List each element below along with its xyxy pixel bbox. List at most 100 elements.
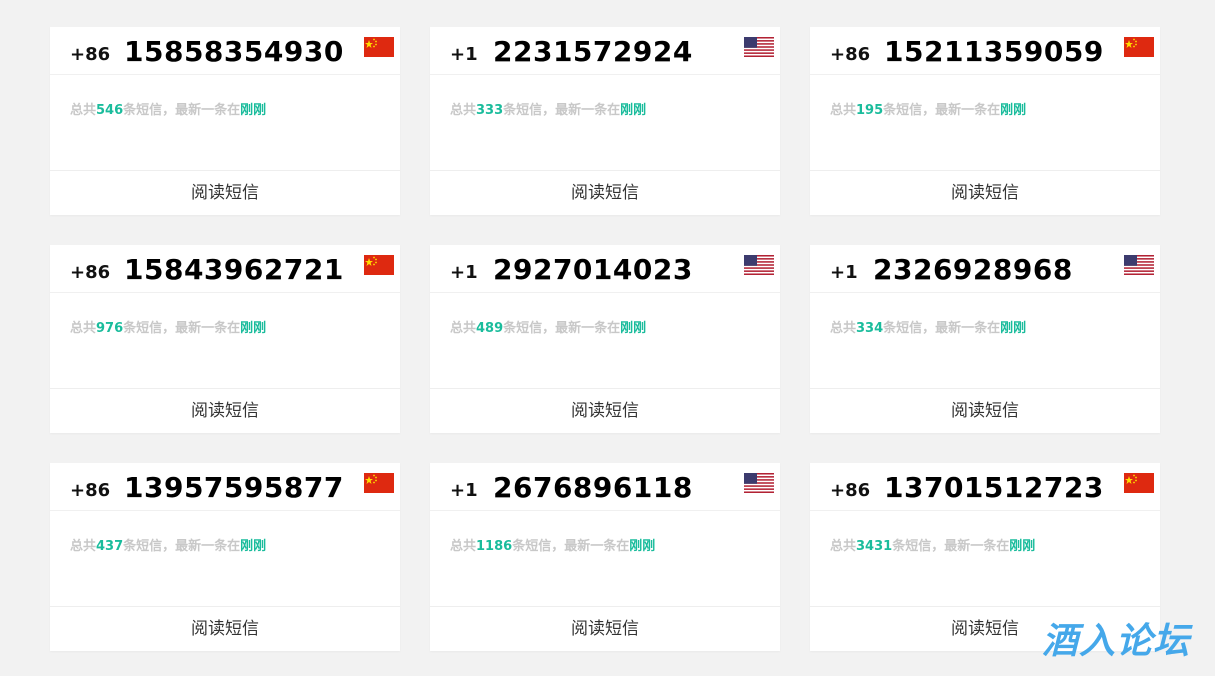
summary-prefix: 总共: [450, 539, 477, 554]
country-code: +1: [450, 44, 478, 65]
card-body: 总共3431条短信，最新一条在刚刚: [810, 511, 1160, 606]
card-header: +86 15843962721: [50, 245, 400, 293]
phone-card: +86 15843962721 总共976条短信，最新一条在刚刚 阅读短信: [50, 245, 400, 433]
summary-prefix: 总共: [830, 539, 857, 554]
latest-time: 刚刚: [240, 321, 267, 336]
card-header: +1 2326928968: [810, 245, 1160, 293]
card-body: 总共195条短信，最新一条在刚刚: [810, 75, 1160, 170]
china-flag-icon: [1124, 37, 1154, 57]
message-count: 976: [96, 321, 124, 336]
message-summary: 总共195条短信，最新一条在刚刚: [830, 99, 1026, 118]
card-header: +86 13701512723: [810, 463, 1160, 511]
phone-number[interactable]: 15843962721: [124, 253, 344, 286]
read-sms-button[interactable]: 阅读短信: [50, 170, 400, 215]
china-flag-icon: [1124, 473, 1154, 493]
phone-number[interactable]: 15858354930: [124, 35, 344, 68]
summary-middle: 条短信，最新一条在: [512, 539, 630, 554]
summary-prefix: 总共: [450, 103, 477, 118]
read-sms-button[interactable]: 阅读短信: [810, 606, 1160, 651]
message-summary: 总共976条短信，最新一条在刚刚: [70, 317, 266, 336]
message-summary: 总共437条短信，最新一条在刚刚: [70, 535, 266, 554]
country-code: +1: [450, 480, 478, 501]
read-sms-button[interactable]: 阅读短信: [50, 388, 400, 433]
country-code: +86: [70, 262, 111, 283]
message-summary: 总共3431条短信，最新一条在刚刚: [830, 535, 1035, 554]
phone-number[interactable]: 2231572924: [493, 35, 693, 68]
country-code: +86: [830, 480, 871, 501]
usa-flag-icon: [1124, 255, 1154, 275]
phone-card: +86 13701512723 总共3431条短信，最新一条在刚刚 阅读短信: [810, 463, 1160, 651]
usa-flag-icon: [744, 255, 774, 275]
watermark-logo: 酒入论坛: [1042, 621, 1191, 662]
message-count: 195: [856, 103, 884, 118]
read-sms-button[interactable]: 阅读短信: [430, 170, 780, 215]
latest-time: 刚刚: [1000, 321, 1027, 336]
read-sms-button[interactable]: 阅读短信: [810, 388, 1160, 433]
latest-time: 刚刚: [620, 103, 647, 118]
read-sms-button[interactable]: 阅读短信: [430, 388, 780, 433]
phone-card: +86 15211359059 总共195条短信，最新一条在刚刚 阅读短信: [810, 27, 1160, 215]
phone-number-grid: +86 15858354930 总共546条短信，最新一条在刚刚 阅读短信 +1…: [50, 27, 1160, 651]
phone-card: +1 2927014023 总共489条短信，最新一条在刚刚 阅读短信: [430, 245, 780, 433]
read-sms-button[interactable]: 阅读短信: [50, 606, 400, 651]
summary-prefix: 总共: [830, 103, 857, 118]
summary-middle: 条短信，最新一条在: [123, 103, 241, 118]
card-header: +86 15858354930: [50, 27, 400, 75]
read-sms-button[interactable]: 阅读短信: [810, 170, 1160, 215]
summary-middle: 条短信，最新一条在: [892, 539, 1010, 554]
message-count: 1186: [476, 539, 513, 554]
read-sms-button[interactable]: 阅读短信: [430, 606, 780, 651]
summary-middle: 条短信，最新一条在: [503, 103, 621, 118]
phone-number[interactable]: 2676896118: [493, 471, 693, 504]
message-summary: 总共334条短信，最新一条在刚刚: [830, 317, 1026, 336]
china-flag-icon: [364, 37, 394, 57]
latest-time: 刚刚: [620, 321, 647, 336]
phone-number[interactable]: 2927014023: [493, 253, 693, 286]
latest-time: 刚刚: [240, 103, 267, 118]
usa-flag-icon: [744, 37, 774, 57]
country-code: +1: [450, 262, 478, 283]
country-code: +86: [70, 480, 111, 501]
china-flag-icon: [364, 255, 394, 275]
phone-card: +86 15858354930 总共546条短信，最新一条在刚刚 阅读短信: [50, 27, 400, 215]
summary-prefix: 总共: [70, 321, 97, 336]
message-count: 3431: [856, 539, 893, 554]
country-code: +1: [830, 262, 858, 283]
card-body: 总共334条短信，最新一条在刚刚: [810, 293, 1160, 388]
phone-card: +1 2326928968 总共334条短信，最新一条在刚刚 阅读短信: [810, 245, 1160, 433]
card-body: 总共546条短信，最新一条在刚刚: [50, 75, 400, 170]
summary-middle: 条短信，最新一条在: [883, 321, 1001, 336]
summary-prefix: 总共: [830, 321, 857, 336]
summary-middle: 条短信，最新一条在: [123, 321, 241, 336]
card-header: +86 13957595877: [50, 463, 400, 511]
message-count: 546: [96, 103, 124, 118]
message-count: 333: [476, 103, 504, 118]
summary-prefix: 总共: [70, 103, 97, 118]
summary-middle: 条短信，最新一条在: [123, 539, 241, 554]
usa-flag-icon: [744, 473, 774, 493]
china-flag-icon: [364, 473, 394, 493]
phone-number[interactable]: 13957595877: [124, 471, 344, 504]
card-body: 总共976条短信，最新一条在刚刚: [50, 293, 400, 388]
latest-time: 刚刚: [1000, 103, 1027, 118]
message-summary: 总共546条短信，最新一条在刚刚: [70, 99, 266, 118]
card-header: +86 15211359059: [810, 27, 1160, 75]
card-header: +1 2676896118: [430, 463, 780, 511]
phone-number[interactable]: 15211359059: [884, 35, 1104, 68]
country-code: +86: [830, 44, 871, 65]
card-body: 总共437条短信，最新一条在刚刚: [50, 511, 400, 606]
message-count: 437: [96, 539, 124, 554]
card-body: 总共489条短信，最新一条在刚刚: [430, 293, 780, 388]
card-header: +1 2927014023: [430, 245, 780, 293]
phone-number[interactable]: 2326928968: [873, 253, 1073, 286]
latest-time: 刚刚: [1009, 539, 1036, 554]
message-summary: 总共333条短信，最新一条在刚刚: [450, 99, 646, 118]
country-code: +86: [70, 44, 111, 65]
latest-time: 刚刚: [629, 539, 656, 554]
phone-number[interactable]: 13701512723: [884, 471, 1104, 504]
message-summary: 总共1186条短信，最新一条在刚刚: [450, 535, 655, 554]
message-count: 334: [856, 321, 884, 336]
card-body: 总共1186条短信，最新一条在刚刚: [430, 511, 780, 606]
phone-card: +1 2231572924 总共333条短信，最新一条在刚刚 阅读短信: [430, 27, 780, 215]
summary-prefix: 总共: [70, 539, 97, 554]
